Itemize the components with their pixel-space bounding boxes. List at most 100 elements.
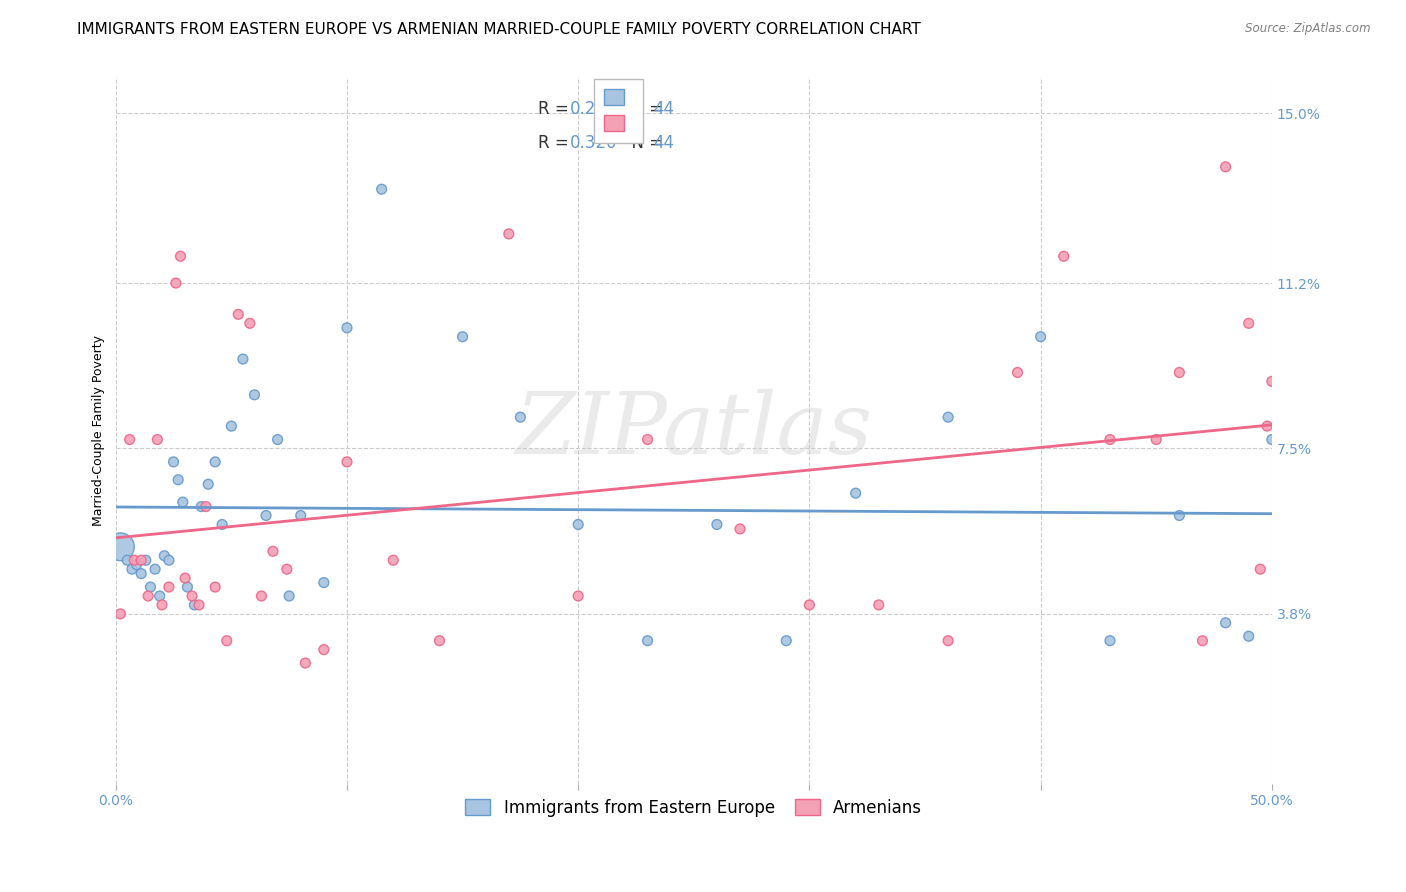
Point <box>266 433 288 447</box>
Point <box>183 598 205 612</box>
Point <box>146 433 169 447</box>
Point <box>567 517 589 532</box>
Point <box>174 571 197 585</box>
Point <box>728 522 751 536</box>
Point <box>110 540 132 554</box>
Point <box>143 562 166 576</box>
Point <box>1029 329 1052 343</box>
Point <box>190 500 212 514</box>
Point <box>1249 562 1271 576</box>
Point <box>336 455 359 469</box>
Point <box>221 419 243 434</box>
Text: IMMIGRANTS FROM EASTERN EUROPE VS ARMENIAN MARRIED-COUPLE FAMILY POVERTY CORRELA: IMMIGRANTS FROM EASTERN EUROPE VS ARMENI… <box>77 22 921 37</box>
Point <box>226 307 249 321</box>
Text: R =: R = <box>537 134 574 153</box>
Point <box>1237 629 1260 643</box>
Point <box>262 544 284 558</box>
Point <box>799 598 821 612</box>
Point <box>936 410 959 425</box>
Point <box>211 517 233 532</box>
Point <box>1261 375 1284 389</box>
Point <box>121 562 143 576</box>
Point <box>936 633 959 648</box>
Point <box>118 433 141 447</box>
Point <box>637 433 659 447</box>
Point <box>188 598 211 612</box>
Point <box>1168 508 1191 523</box>
Point <box>139 580 162 594</box>
Point <box>169 249 191 263</box>
Point <box>312 575 335 590</box>
Point <box>1237 316 1260 330</box>
Point <box>294 656 316 670</box>
Point <box>1256 419 1278 434</box>
Text: N =: N = <box>621 100 668 119</box>
Point <box>1261 433 1284 447</box>
Point <box>1053 249 1076 263</box>
Point <box>498 227 520 241</box>
Point <box>312 642 335 657</box>
Point <box>129 566 152 581</box>
Point <box>276 562 298 576</box>
Point <box>197 477 219 491</box>
Text: 0.320: 0.320 <box>569 134 617 153</box>
Point <box>1191 633 1213 648</box>
Legend: Immigrants from Eastern Europe, Armenians: Immigrants from Eastern Europe, Armenian… <box>457 790 931 825</box>
Point <box>110 607 132 621</box>
Point <box>165 276 187 290</box>
Point <box>243 388 266 402</box>
Point <box>215 633 238 648</box>
Point <box>451 329 474 343</box>
Text: 44: 44 <box>654 134 675 153</box>
Text: 44: 44 <box>654 100 675 119</box>
Point <box>150 598 173 612</box>
Point <box>194 500 217 514</box>
Point <box>129 553 152 567</box>
Point <box>370 182 392 196</box>
Point <box>382 553 405 567</box>
Point <box>181 589 204 603</box>
Point <box>509 410 531 425</box>
Text: N =: N = <box>621 134 668 153</box>
Point <box>122 553 145 567</box>
Point <box>1098 433 1121 447</box>
Point <box>162 455 184 469</box>
Point <box>429 633 451 648</box>
Point <box>254 508 277 523</box>
Text: Source: ZipAtlas.com: Source: ZipAtlas.com <box>1246 22 1371 36</box>
Point <box>157 580 180 594</box>
Point <box>239 316 262 330</box>
Point <box>1215 615 1237 630</box>
Point <box>167 473 190 487</box>
Point <box>336 320 359 334</box>
Point <box>1144 433 1167 447</box>
Point <box>1215 160 1237 174</box>
Point <box>136 589 159 603</box>
Point <box>157 553 180 567</box>
Point <box>1007 366 1029 380</box>
Point <box>117 553 139 567</box>
Point <box>706 517 728 532</box>
Y-axis label: Married-Couple Family Poverty: Married-Couple Family Poverty <box>93 335 105 526</box>
Point <box>845 486 868 500</box>
Point <box>153 549 176 563</box>
Point <box>1098 633 1121 648</box>
Point <box>172 495 194 509</box>
Point <box>775 633 797 648</box>
Point <box>278 589 301 603</box>
Point <box>176 580 198 594</box>
Point <box>637 633 659 648</box>
Point <box>204 580 226 594</box>
Point <box>290 508 312 523</box>
Text: 0.229: 0.229 <box>569 100 617 119</box>
Point <box>125 558 148 572</box>
Point <box>149 589 172 603</box>
Point <box>135 553 157 567</box>
Point <box>868 598 890 612</box>
Point <box>250 589 273 603</box>
Point <box>232 352 254 367</box>
Text: R =: R = <box>537 100 574 119</box>
Point <box>567 589 589 603</box>
Point <box>1168 366 1191 380</box>
Text: ZIPatlas: ZIPatlas <box>515 389 872 472</box>
